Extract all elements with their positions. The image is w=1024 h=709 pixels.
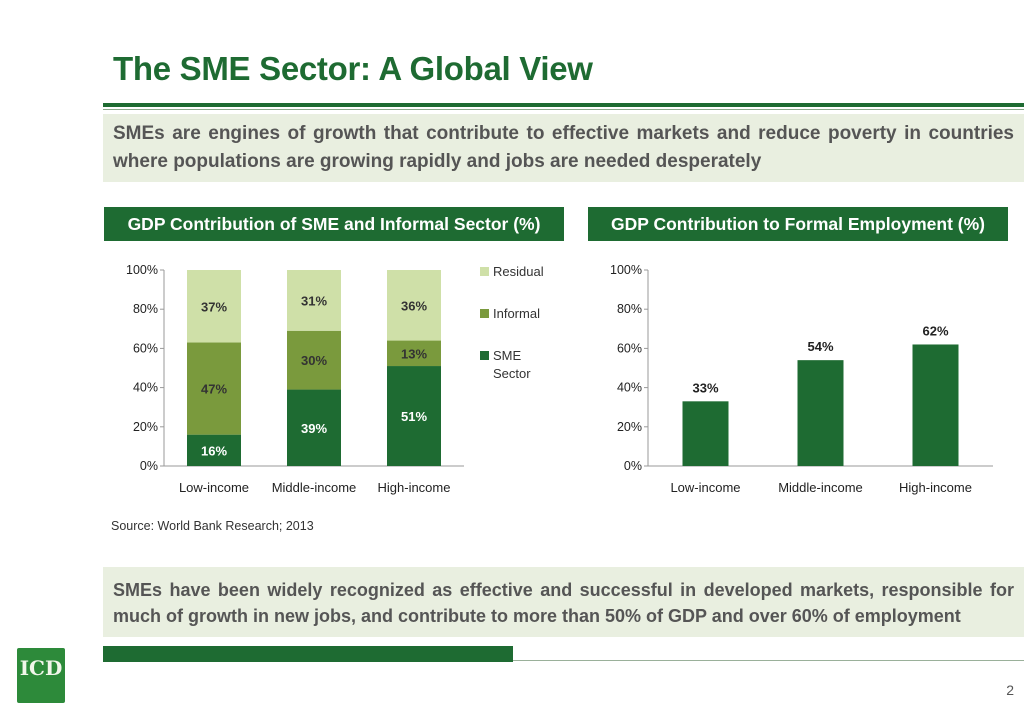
page-number: 2 (1006, 682, 1014, 698)
legend-label: Residual (493, 264, 544, 279)
data-label: 16% (201, 443, 227, 458)
legend-label: Sector (493, 366, 531, 381)
bar-segment (287, 330, 341, 390)
data-label: 39% (301, 421, 327, 436)
data-label: 51% (401, 409, 427, 424)
x-tick-label: Middle-income (272, 480, 357, 495)
conclusion-callout: SMEs have been widely recognized as effe… (103, 567, 1024, 637)
data-label: 36% (401, 298, 427, 313)
y-tick-label: 0% (140, 459, 158, 473)
y-tick-label: 100% (126, 263, 158, 277)
legend-label: SME (493, 348, 522, 363)
bar (912, 344, 959, 466)
x-tick-label: Low-income (670, 480, 740, 495)
bar-segment (187, 434, 241, 466)
data-label: 30% (301, 353, 327, 368)
bar-segment (187, 270, 241, 343)
bar (797, 360, 844, 466)
page-title: The SME Sector: A Global View (113, 50, 593, 87)
data-label: 33% (692, 380, 718, 395)
footer-bar (103, 646, 513, 662)
logo-text: ICD (19, 656, 63, 680)
icd-logo (17, 648, 65, 703)
gdp-stacked-bar-chart: 0% 20% 40% 60% 80% 100% 16% 47% 37% Low-income 39%… (126, 263, 544, 495)
bar-segment (387, 366, 441, 466)
legend-label: Informal (493, 306, 540, 321)
source-note: Source: World Bank Research; 2013 (111, 519, 314, 533)
bar-segment (387, 340, 441, 367)
bar (682, 401, 729, 466)
data-label: 37% (201, 299, 227, 314)
x-tick-label: Low-income (179, 480, 249, 495)
title-rule (103, 103, 1024, 107)
employment-chart-header: GDP Contribution to Formal Employment (%… (588, 207, 1008, 241)
y-tick-label: 40% (133, 381, 158, 395)
intro-callout: SMEs are engines of growth that contribu… (103, 114, 1024, 182)
y-tick-label: 20% (617, 420, 642, 434)
gdp-chart-header: GDP Contribution of SME and Informal Sec… (104, 207, 564, 241)
legend-swatch (480, 309, 489, 318)
x-tick-label: High-income (899, 480, 972, 495)
bar-segment (387, 270, 441, 341)
y-tick-label: 40% (617, 381, 642, 395)
x-tick-label: High-income (378, 480, 451, 495)
x-tick-label: Middle-income (778, 480, 863, 495)
bar-segment (287, 389, 341, 466)
y-tick-label: 60% (133, 341, 158, 355)
legend-swatch (480, 351, 489, 360)
y-tick-label: 60% (617, 341, 642, 355)
y-tick-label: 0% (624, 459, 642, 473)
data-label: 54% (807, 339, 833, 354)
data-label: 62% (922, 323, 948, 338)
legend-swatch (480, 267, 489, 276)
title-rule-thin (103, 109, 1024, 110)
y-tick-label: 80% (133, 302, 158, 316)
bar-segment (187, 342, 241, 435)
bar-segment (287, 270, 341, 331)
employment-bar-chart: 0% 20% 40% 60% 80% 100% 33% Low-income 54% Middle… (610, 263, 993, 495)
data-label: 13% (401, 346, 427, 361)
y-tick-label: 100% (610, 263, 642, 277)
data-label: 31% (301, 293, 327, 308)
footer-line (513, 660, 1024, 661)
y-tick-label: 20% (133, 420, 158, 434)
data-label: 47% (201, 382, 227, 397)
y-tick-label: 80% (617, 302, 642, 316)
